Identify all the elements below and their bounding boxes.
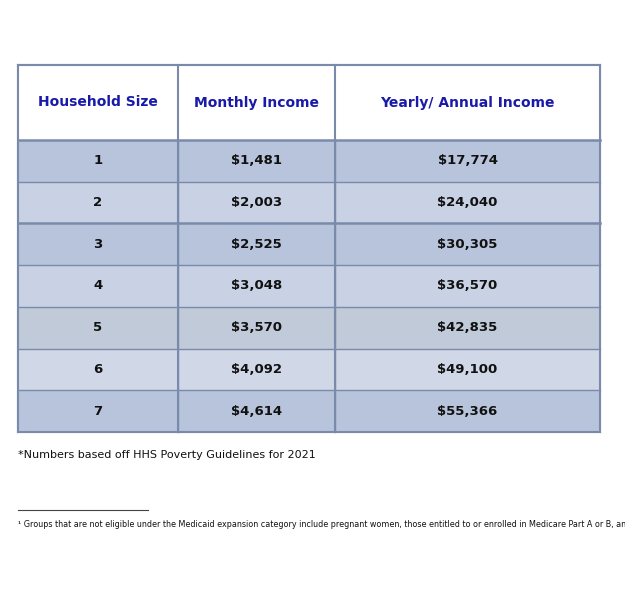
Text: $4,092: $4,092 <box>231 363 282 376</box>
Text: $2,525: $2,525 <box>231 238 282 251</box>
Text: 3: 3 <box>93 238 103 251</box>
Text: $30,305: $30,305 <box>438 238 498 251</box>
Bar <box>18 182 600 223</box>
Text: 6: 6 <box>93 363 103 376</box>
Text: ¹ Groups that are not eligible under the Medicaid expansion category include pre: ¹ Groups that are not eligible under the… <box>18 520 625 529</box>
Text: $4,614: $4,614 <box>231 404 282 418</box>
Text: $49,100: $49,100 <box>438 363 498 376</box>
Text: $24,040: $24,040 <box>438 196 498 209</box>
Text: $55,366: $55,366 <box>438 404 498 418</box>
Bar <box>18 140 600 182</box>
Bar <box>18 349 600 390</box>
Bar <box>18 307 600 349</box>
Text: 4: 4 <box>93 280 103 292</box>
Text: $42,835: $42,835 <box>438 321 498 334</box>
Text: 5: 5 <box>94 321 102 334</box>
Text: Monthly Income: Monthly Income <box>194 95 319 109</box>
Bar <box>18 265 600 307</box>
Text: $1,481: $1,481 <box>231 154 282 167</box>
Text: 2: 2 <box>94 196 102 209</box>
Bar <box>18 223 600 265</box>
Text: $17,774: $17,774 <box>438 154 498 167</box>
Bar <box>18 65 600 140</box>
Text: $3,048: $3,048 <box>231 280 282 292</box>
Text: 7: 7 <box>94 404 102 418</box>
Text: $36,570: $36,570 <box>438 280 498 292</box>
Text: Yearly/ Annual Income: Yearly/ Annual Income <box>381 95 555 109</box>
Text: 1: 1 <box>94 154 102 167</box>
Text: $2,003: $2,003 <box>231 196 282 209</box>
Text: *Numbers based off HHS Poverty Guidelines for 2021: *Numbers based off HHS Poverty Guideline… <box>18 450 316 460</box>
Bar <box>18 390 600 432</box>
Bar <box>18 65 600 432</box>
Text: Household Size: Household Size <box>38 95 158 109</box>
Text: $3,570: $3,570 <box>231 321 282 334</box>
